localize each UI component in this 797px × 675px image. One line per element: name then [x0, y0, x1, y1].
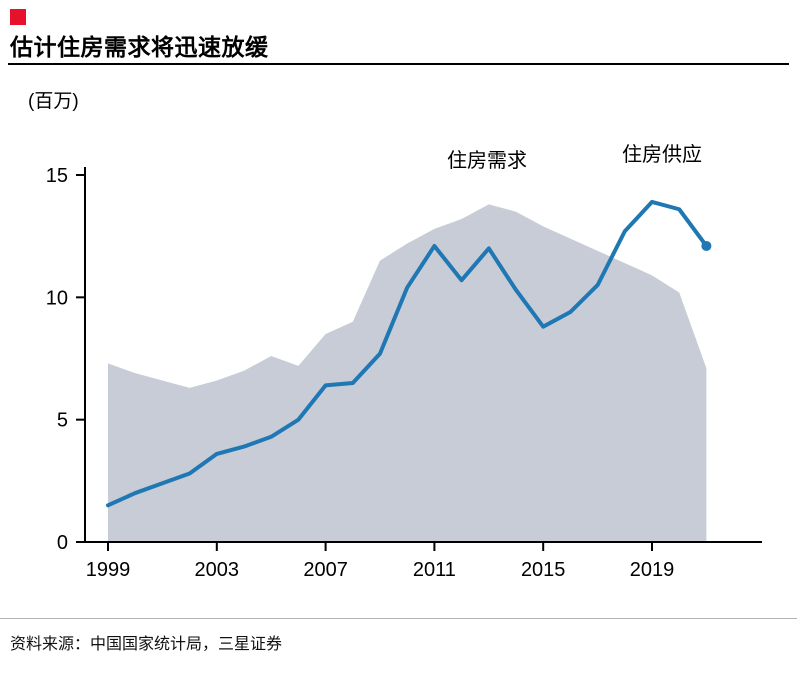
series-label-demand: 住房需求	[447, 150, 527, 172]
x-tick-label: 2015	[521, 559, 566, 581]
housing-demand-supply-chart: 0 5 10 15 1999 2003 2007 2011 2015 2019	[46, 165, 762, 581]
y-tick-label: 10	[46, 287, 68, 309]
y-tick-label: 0	[57, 532, 68, 554]
y-axis-unit-label: (百万)	[28, 91, 79, 112]
y-tick-label: 15	[46, 165, 68, 187]
x-tick-label: 2003	[195, 559, 240, 581]
x-tick-label: 2007	[303, 559, 348, 581]
x-tick-label: 2011	[413, 559, 456, 581]
page-title: 估计住房需求将迅速放缓	[10, 34, 269, 60]
demand-area-series	[108, 204, 707, 543]
source-note: 资料来源：中国国家统计局，三星证券	[10, 636, 283, 653]
y-tick-label: 5	[57, 410, 68, 432]
x-tick-label: 2019	[630, 559, 675, 581]
supply-endpoint-dot	[701, 240, 712, 251]
series-label-supply: 住房供应	[622, 144, 702, 166]
footer-divider	[0, 618, 797, 619]
supply-line-series	[106, 199, 709, 508]
title-divider	[8, 63, 789, 65]
red-square-marker	[10, 9, 26, 25]
x-tick-label: 1999	[86, 559, 131, 581]
